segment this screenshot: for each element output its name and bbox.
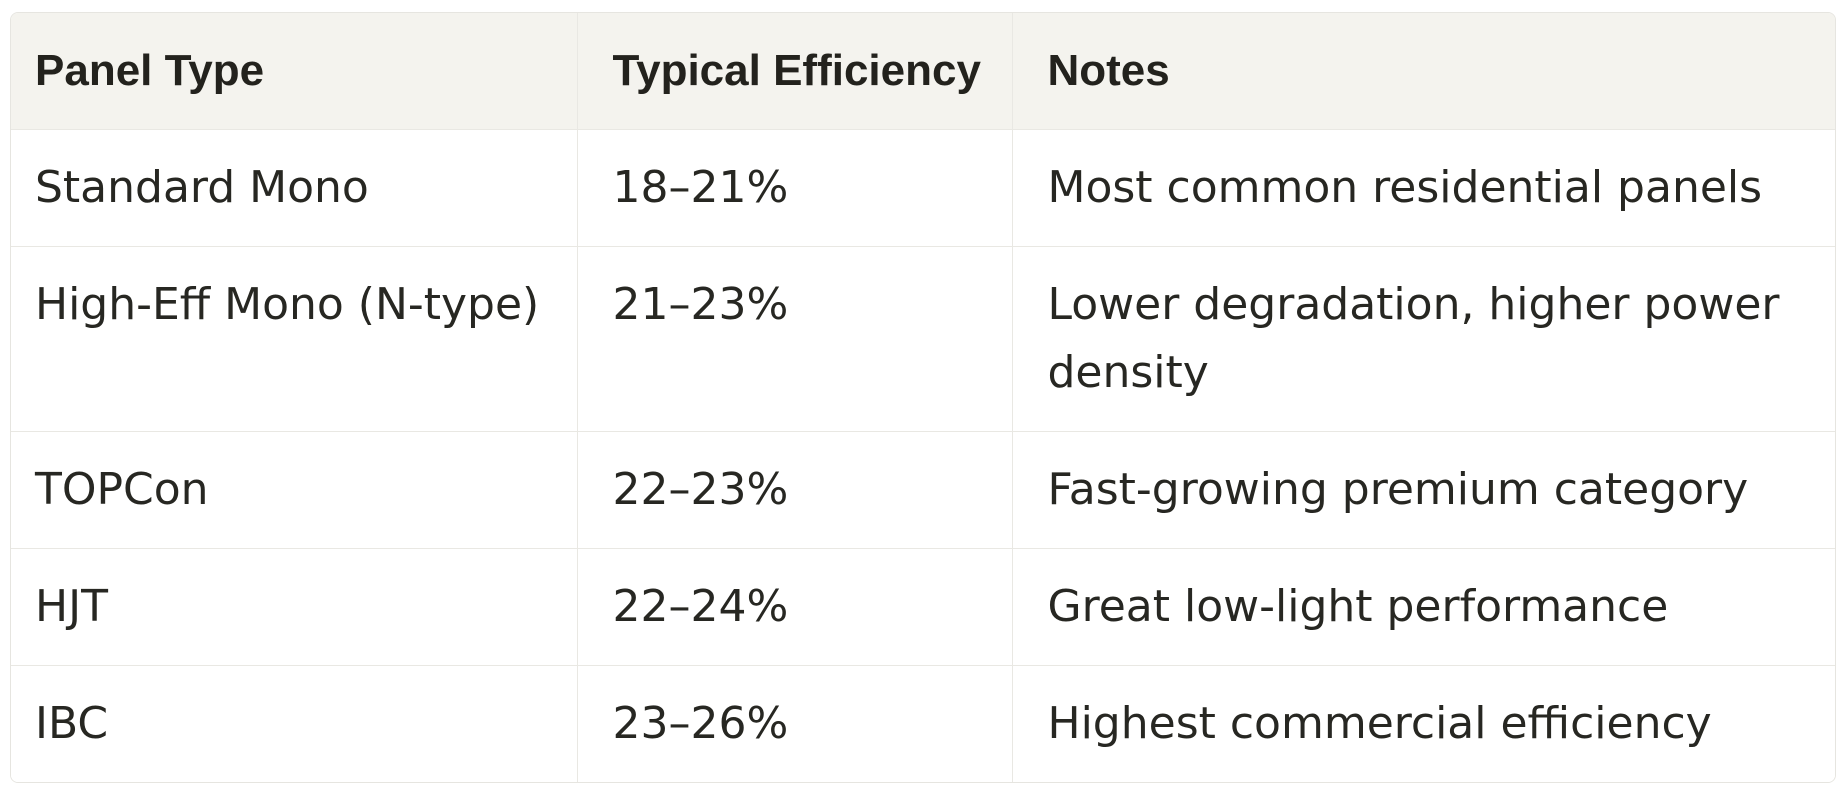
cell-efficiency: 18–21%	[576, 129, 1012, 247]
column-header-notes: Notes	[1011, 13, 1835, 130]
table-row: Standard Mono 18–21% Most common residen…	[11, 129, 1835, 247]
table-row: TOPCon 22–23% Fast-growing premium categ…	[11, 431, 1835, 549]
cell-efficiency: 22–23%	[576, 431, 1012, 549]
cell-panel-type: High-Eff Mono (N-type)	[11, 246, 577, 432]
cell-panel-type: TOPCon	[11, 431, 577, 549]
column-header-panel-type: Panel Type	[11, 13, 577, 130]
cell-efficiency: 21–23%	[576, 246, 1012, 432]
cell-panel-type: Standard Mono	[11, 129, 577, 247]
cell-panel-type: HJT	[11, 548, 577, 666]
table-row: HJT 22–24% Great low-light performance	[11, 548, 1835, 666]
cell-efficiency: 22–24%	[576, 548, 1012, 666]
cell-panel-type: IBC	[11, 665, 577, 782]
table-header-row: Panel Type Typical Efficiency Notes	[11, 13, 1835, 130]
cell-notes: Lower degradation, higher power density	[1011, 246, 1835, 432]
cell-notes: Great low-light performance	[1011, 548, 1835, 666]
table-row: High-Eff Mono (N-type) 21–23% Lower degr…	[11, 246, 1835, 432]
panel-efficiency-table: Panel Type Typical Efficiency Notes Stan…	[11, 13, 1835, 782]
column-header-typical-efficiency: Typical Efficiency	[576, 13, 1012, 130]
cell-notes: Fast-growing premium category	[1011, 431, 1835, 549]
cell-notes: Most common residential panels	[1011, 129, 1835, 247]
cell-notes: Highest commercial efficiency	[1011, 665, 1835, 782]
cell-efficiency: 23–26%	[576, 665, 1012, 782]
table-row: IBC 23–26% Highest commercial efficiency	[11, 665, 1835, 782]
panel-efficiency-table-container: Panel Type Typical Efficiency Notes Stan…	[10, 12, 1836, 783]
